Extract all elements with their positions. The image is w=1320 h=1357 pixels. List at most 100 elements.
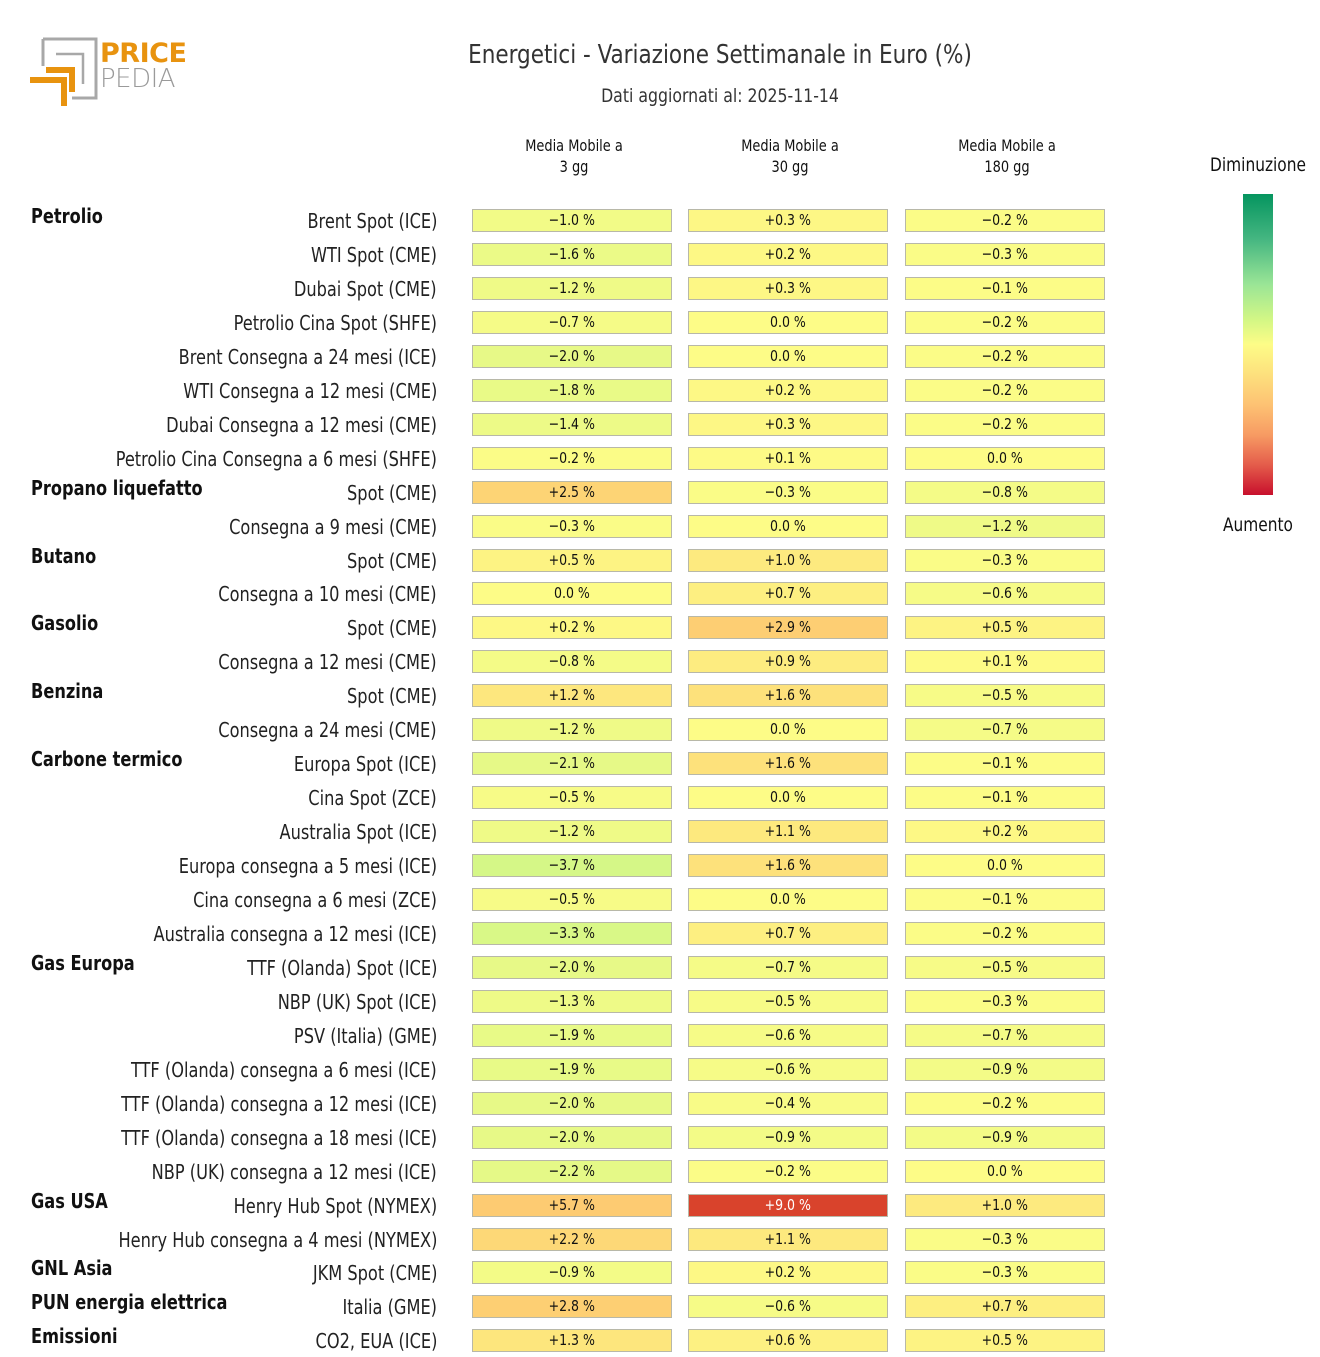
heatmap-cell: +1.1 % [688, 820, 888, 844]
group-label: Gas Europa [31, 950, 135, 975]
heatmap-cell: −0.3 % [688, 480, 888, 504]
heatmap-cell: +0.9 % [688, 650, 888, 674]
heatmap-cell: −3.7 % [472, 854, 672, 878]
logo-mark-icon [30, 37, 98, 106]
heatmap-cell: −0.1 % [905, 276, 1105, 300]
cell-value-label: −0.3 % [981, 991, 1029, 1010]
cell-value-label: −3.3 % [548, 923, 596, 942]
row-label: Brent Consegna a 24 mesi (ICE) [178, 344, 437, 369]
heatmap-cell: −0.2 % [472, 446, 672, 470]
cell-value-label: +2.9 % [764, 618, 812, 637]
heatmap-cell: 0.0 % [688, 888, 888, 911]
heatmap-cell: −2.1 % [472, 752, 672, 776]
row-label: Consegna a 10 mesi (CME) [218, 582, 437, 607]
row-label: Consegna a 12 mesi (CME) [218, 650, 437, 675]
row-label: Spot (CME) [346, 548, 437, 573]
heatmap-cell: −0.6 % [688, 1023, 888, 1047]
cell-value-label: +2.5 % [548, 482, 596, 501]
heatmap-cell: −0.8 % [905, 480, 1105, 504]
cell-value-label: −0.4 % [764, 1093, 812, 1112]
column-header-line: 30 gg [771, 157, 809, 176]
heatmap-cell: −1.4 % [472, 412, 672, 436]
row-label: Cina Spot (ZCE) [308, 786, 437, 811]
heatmap-cell: −0.5 % [905, 955, 1105, 979]
cell-value-label: −0.7 % [981, 720, 1029, 739]
cell-value-label: −0.8 % [981, 482, 1029, 501]
heatmap-cell: 0.0 % [688, 344, 888, 368]
heatmap-cell: −0.5 % [905, 684, 1105, 708]
cell-value-label: −2.1 % [548, 754, 596, 773]
heatmap-cell: −1.3 % [472, 989, 672, 1013]
cell-value-label: +0.5 % [548, 550, 596, 569]
heatmap-cell: −0.6 % [688, 1057, 888, 1081]
row-label: JKM Spot (CME) [312, 1261, 437, 1286]
row-label: TTF (Olanda) consegna a 6 mesi (ICE) [131, 1057, 437, 1082]
cell-value-label: −0.2 % [981, 380, 1029, 399]
logo-text-pedia: PEDIA [100, 64, 176, 94]
row-label: Henry Hub Spot (NYMEX) [233, 1193, 437, 1218]
heatmap-cell: −1.8 % [472, 378, 672, 402]
column-header: Media Mobile a 30 gg [699, 135, 881, 177]
heatmap-cell: −0.1 % [905, 888, 1105, 911]
heatmap-cell: +0.1 % [688, 446, 888, 470]
cell-value-label: −0.9 % [764, 1127, 812, 1146]
cell-value-label: −0.3 % [981, 1229, 1029, 1248]
heatmap-cell: +0.6 % [688, 1329, 888, 1353]
heatmap-cell: 0.0 % [688, 310, 888, 334]
heatmap-cell: +1.6 % [688, 854, 888, 878]
column-header-line: 180 gg [984, 157, 1030, 176]
row-label: Australia Spot (ICE) [279, 820, 437, 845]
cell-value-label: −0.6 % [981, 584, 1029, 603]
cell-value-label: −0.1 % [981, 890, 1029, 908]
row-label: Dubai Spot (CME) [294, 276, 437, 301]
row-label: CO2, EUA (ICE) [315, 1329, 437, 1354]
heatmap-cell: −3.3 % [472, 921, 672, 945]
group-label: PUN energia elettrica [31, 1290, 228, 1315]
heatmap-cell: 0.0 % [688, 786, 888, 810]
heatmap-cell: +2.2 % [472, 1227, 672, 1251]
heatmap-cell: −0.3 % [905, 1261, 1105, 1285]
cell-value-label: +0.2 % [981, 822, 1029, 841]
row-label: Spot (CME) [346, 684, 437, 709]
heatmap-cell: +1.2 % [472, 684, 672, 708]
heatmap-cell: −0.2 % [905, 344, 1105, 368]
cell-value-label: −1.3 % [548, 991, 596, 1010]
cell-value-label: +0.9 % [764, 652, 812, 671]
heatmap-cell: −0.4 % [688, 1091, 888, 1115]
cell-value-label: −0.2 % [764, 1161, 812, 1180]
group-label: Carbone termico [31, 747, 183, 772]
heatmap-cell: −1.9 % [472, 1023, 672, 1047]
heatmap-cell: −0.6 % [905, 582, 1105, 606]
cell-value-label: −1.2 % [548, 278, 596, 297]
cell-value-label: +0.2 % [764, 1263, 812, 1282]
heatmap-cell: −0.2 % [688, 1159, 888, 1183]
cell-value-label: −0.9 % [548, 1263, 596, 1282]
heatmap-cell: −0.5 % [472, 786, 672, 810]
heatmap-cell: −0.2 % [905, 1091, 1105, 1115]
cell-value-label: +1.3 % [548, 1331, 596, 1350]
cell-value-label: 0.0 % [770, 516, 806, 535]
heatmap-cell: +0.2 % [688, 1261, 888, 1285]
heatmap-cell: −0.1 % [905, 786, 1105, 810]
cell-value-label: −1.2 % [981, 516, 1029, 535]
cell-value-label: −0.2 % [981, 312, 1029, 331]
cell-value-label: −0.7 % [764, 957, 812, 976]
heatmap-cell: −2.0 % [472, 955, 672, 979]
cell-value-label: −2.2 % [548, 1161, 596, 1180]
legend-label-decrease: Diminuzione [1210, 154, 1306, 176]
cell-value-label: +1.1 % [764, 1229, 812, 1248]
cell-value-label: −0.5 % [548, 788, 596, 807]
cell-value-label: −0.7 % [981, 1025, 1029, 1044]
column-header-line: Media Mobile a [958, 136, 1056, 155]
row-label: Europa Spot (ICE) [294, 752, 437, 777]
heatmap-cell: +0.7 % [905, 1295, 1105, 1319]
column-header: Media Mobile a 3 gg [483, 135, 665, 177]
cell-value-label: +0.5 % [981, 1331, 1029, 1350]
cell-value-label: −0.1 % [981, 754, 1029, 773]
heatmap-cell: +0.1 % [905, 650, 1105, 674]
heatmap-cell: −1.9 % [472, 1057, 672, 1081]
heatmap-cell: 0.0 % [472, 582, 672, 606]
chart-subtitle: Dati aggiornati al: 2025-11-14 [601, 85, 839, 107]
row-label: WTI Spot (CME) [311, 242, 437, 267]
row-label: PSV (Italia) (GME) [293, 1023, 437, 1048]
